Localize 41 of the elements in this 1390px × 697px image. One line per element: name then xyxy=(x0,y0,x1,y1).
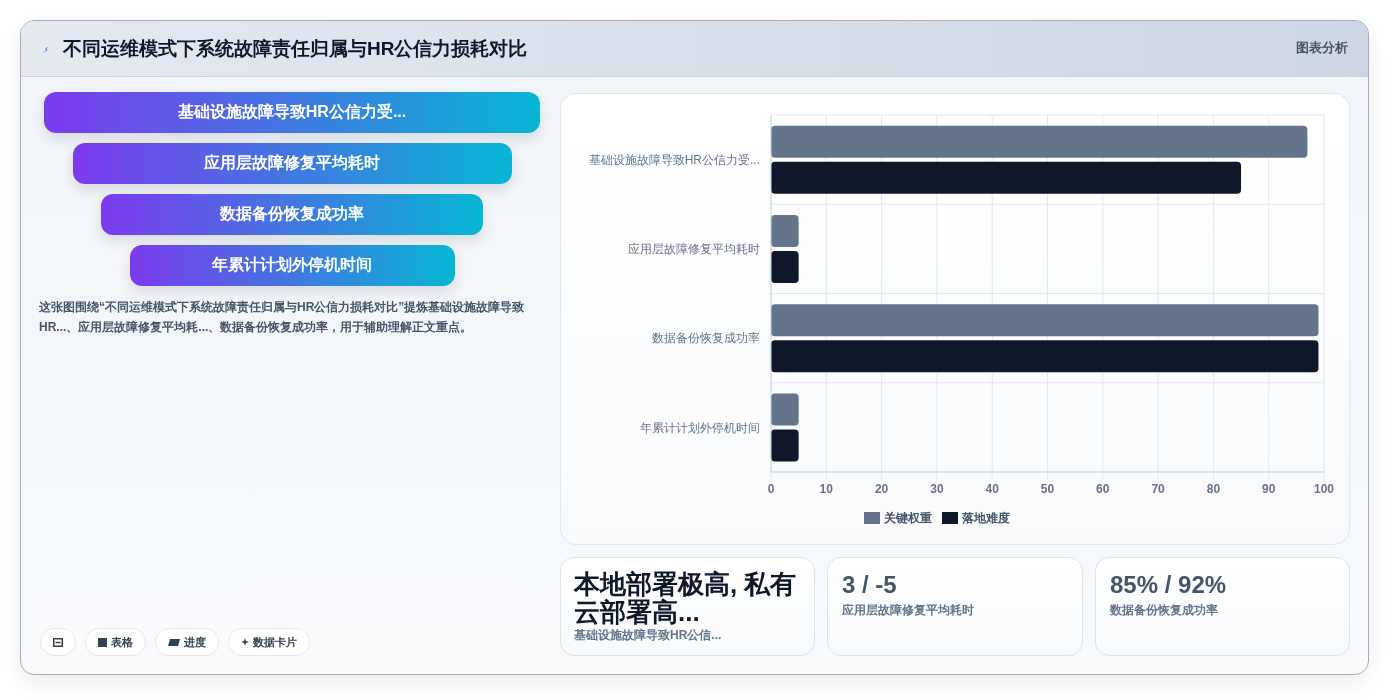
bar xyxy=(771,393,799,426)
bar xyxy=(771,340,1319,373)
text: 85% / 92% xyxy=(1110,571,1227,598)
text: 应用层故障修复平均耗时 xyxy=(842,603,974,617)
text: 数据卡片 xyxy=(253,634,297,650)
x-tick-label: 40 xyxy=(985,481,1000,496)
bar xyxy=(771,125,1308,158)
text: 这张图围绕“不同运维模式下系统故障责任归属与HR公信力损耗对比”提炼基础设施故障导致HR...、应用层故障修复平均耗...、数据备份恢复成功率，用于辅助理解正文重点。 xyxy=(39,300,525,334)
y-tick-label: 基础设施故障导致HR公信力受... xyxy=(588,152,760,167)
x-tick-label: 0 xyxy=(767,481,775,496)
legend-label: 关键权重 xyxy=(884,511,932,525)
y-tick-label: 年累计计划外停机时间 xyxy=(640,420,760,435)
text: 不同运维模式下系统故障责任归属与HR公信力损耗对比 xyxy=(63,38,528,59)
x-tick-label: 80 xyxy=(1206,481,1221,496)
x-tick-label: 60 xyxy=(1096,481,1110,496)
legend-label: 落地难度 xyxy=(962,511,1010,525)
category-label: 年累计计划外停机时间 xyxy=(212,255,372,275)
text: 3 / -5 xyxy=(842,571,897,598)
text: 本地部署极高, 私有云部署高... xyxy=(574,569,797,627)
bar xyxy=(771,214,799,247)
text: 基础设施故障导致HR公信... xyxy=(574,628,722,642)
y-tick-label: 数据备份恢复成功率 xyxy=(652,331,760,346)
x-tick-label: 10 xyxy=(819,481,834,496)
text: 图表分析 xyxy=(1296,40,1348,55)
text: 数据备份恢复成功率 xyxy=(1110,603,1218,617)
x-tick-label: 90 xyxy=(1262,481,1276,496)
category-label: 应用层故障修复平均耗时 xyxy=(204,153,380,173)
x-tick-label: 20 xyxy=(874,481,889,496)
bar xyxy=(771,429,799,462)
text: 表格 xyxy=(111,634,133,650)
x-tick-label: 50 xyxy=(1040,481,1055,496)
x-tick-label: 30 xyxy=(930,481,944,496)
bar xyxy=(771,161,1242,194)
text: 进度 xyxy=(184,634,206,650)
y-tick-label: 应用层故障修复平均耗时 xyxy=(628,242,760,257)
bar xyxy=(771,250,799,283)
category-label: 数据备份恢复成功率 xyxy=(220,204,364,224)
bar xyxy=(771,304,1319,337)
category-label: 基础设施故障导致HR公信力受... xyxy=(177,102,407,122)
x-tick-label: 70 xyxy=(1151,481,1166,496)
x-tick-label: 100 xyxy=(1313,481,1335,496)
